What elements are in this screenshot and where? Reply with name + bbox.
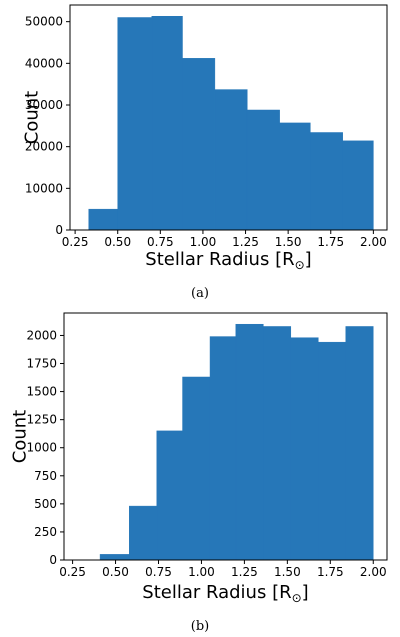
x-axis-label-close-b: ] [302,582,309,603]
x-axis-label-unit-a: ⊙ [295,258,305,272]
x-axis-label-b: Stellar Radius [R⊙] [142,582,308,605]
histogram-bar-b-5 [209,336,237,561]
subplot-caption-b: (b) [191,619,209,634]
histogram-bar-b-4 [182,376,211,561]
bars-b [99,323,374,561]
y-tick-label-b-9: 2000 [26,328,57,342]
x-ticks-b: 0.25 0.50 0.75 1.00 1.25 1.50 1.75 2.00 [59,560,387,579]
y-axis-label-b: Count [9,410,30,463]
y-tick-label-a-6: 50000 [25,15,63,29]
x-tick-label-a-2: 0.50 [104,235,131,249]
histogram-bar-a-7 [279,122,311,231]
histogram-bar-a-3 [151,16,183,231]
y-tick-label-b-4: 750 [34,469,57,483]
y-tick-label-b-2: 250 [34,525,57,539]
histogram-bar-a-2 [117,17,153,231]
histogram-bar-b-8 [290,337,319,561]
x-axis-label-close-a: ] [305,249,312,270]
histogram-bar-a-4 [182,58,216,231]
x-tick-label-b-7: 1.75 [317,565,344,579]
y-axis-label-a: Count [21,91,42,144]
x-tick-label-b-5: 1.25 [231,565,258,579]
x-tick-label-b-1: 0.25 [59,565,86,579]
histogram-bar-b-9 [318,341,347,561]
x-tick-label-b-2: 0.50 [102,565,129,579]
histogram-bar-b-1 [99,554,130,561]
x-axis-label-text-a: Stellar Radius [R [145,249,294,270]
y-tick-label-b-6: 1250 [26,413,57,427]
histogram-bar-a-8 [310,132,343,231]
x-axis-label-unit-b: ⊙ [292,591,302,605]
histogram-bar-a-1 [88,208,118,231]
bars-a [88,16,374,231]
histogram-bar-a-6 [246,109,280,231]
y-tick-label-b-5: 1000 [26,441,57,455]
y-ticks-a: 0 10000 20000 30000 40000 50000 [25,15,70,237]
x-tick-label-a-7: 1.75 [317,235,344,249]
histogram-bar-b-6 [235,323,264,561]
plot-frame-a [69,4,388,231]
y-tick-label-b-3: 500 [34,497,57,511]
y-tick-label-a-5: 40000 [25,56,63,70]
histogram-panel-a: 0.25 0.50 0.75 1.00 1.25 1.50 1.75 2.00 0 10000 2… [21,4,388,301]
x-ticks-a: 0.25 0.50 0.75 1.00 1.25 1.50 1.75 2.00 [62,230,387,249]
x-tick-label-b-3: 0.75 [145,565,172,579]
x-tick-label-a-1: 0.25 [62,235,89,249]
histogram-bar-b-10 [345,326,374,561]
y-tick-label-b-1: 0 [49,553,57,567]
y-tick-label-a-1: 0 [55,223,63,237]
histogram-panel-b: 0.25 0.50 0.75 1.00 1.25 1.50 1.75 2.00 0 250 500… [9,312,388,634]
x-tick-label-a-6: 1.50 [275,235,302,249]
x-tick-label-b-8: 2.00 [360,565,387,579]
histogram-bar-a-9 [342,140,374,231]
subplot-caption-a: (a) [191,286,209,301]
y-tick-label-b-7: 1500 [26,385,57,399]
y-tick-label-a-3: 20000 [25,140,63,154]
x-axis-label-a: Stellar Radius [R⊙] [145,249,311,272]
x-axis-label-text-b: Stellar Radius [R [142,582,291,603]
x-tick-label-a-4: 1.00 [190,235,217,249]
x-tick-label-b-6: 1.50 [274,565,301,579]
x-tick-label-b-4: 1.00 [188,565,215,579]
x-tick-label-a-8: 2.00 [360,235,387,249]
y-tick-label-a-2: 10000 [25,181,63,195]
plot-frame-b [63,312,388,561]
histogram-bar-b-7 [263,326,292,561]
histogram-bar-a-5 [214,89,248,231]
x-tick-label-a-3: 0.75 [147,235,174,249]
histogram-bar-b-3 [156,430,183,561]
y-ticks-b: 0 250 500 750 1000 1250 1500 1750 2000 [26,328,64,567]
y-tick-label-a-4: 30000 [25,98,63,112]
x-tick-label-a-5: 1.25 [232,235,259,249]
histogram-bar-b-2 [129,505,158,561]
y-tick-label-b-8: 1750 [26,357,57,371]
